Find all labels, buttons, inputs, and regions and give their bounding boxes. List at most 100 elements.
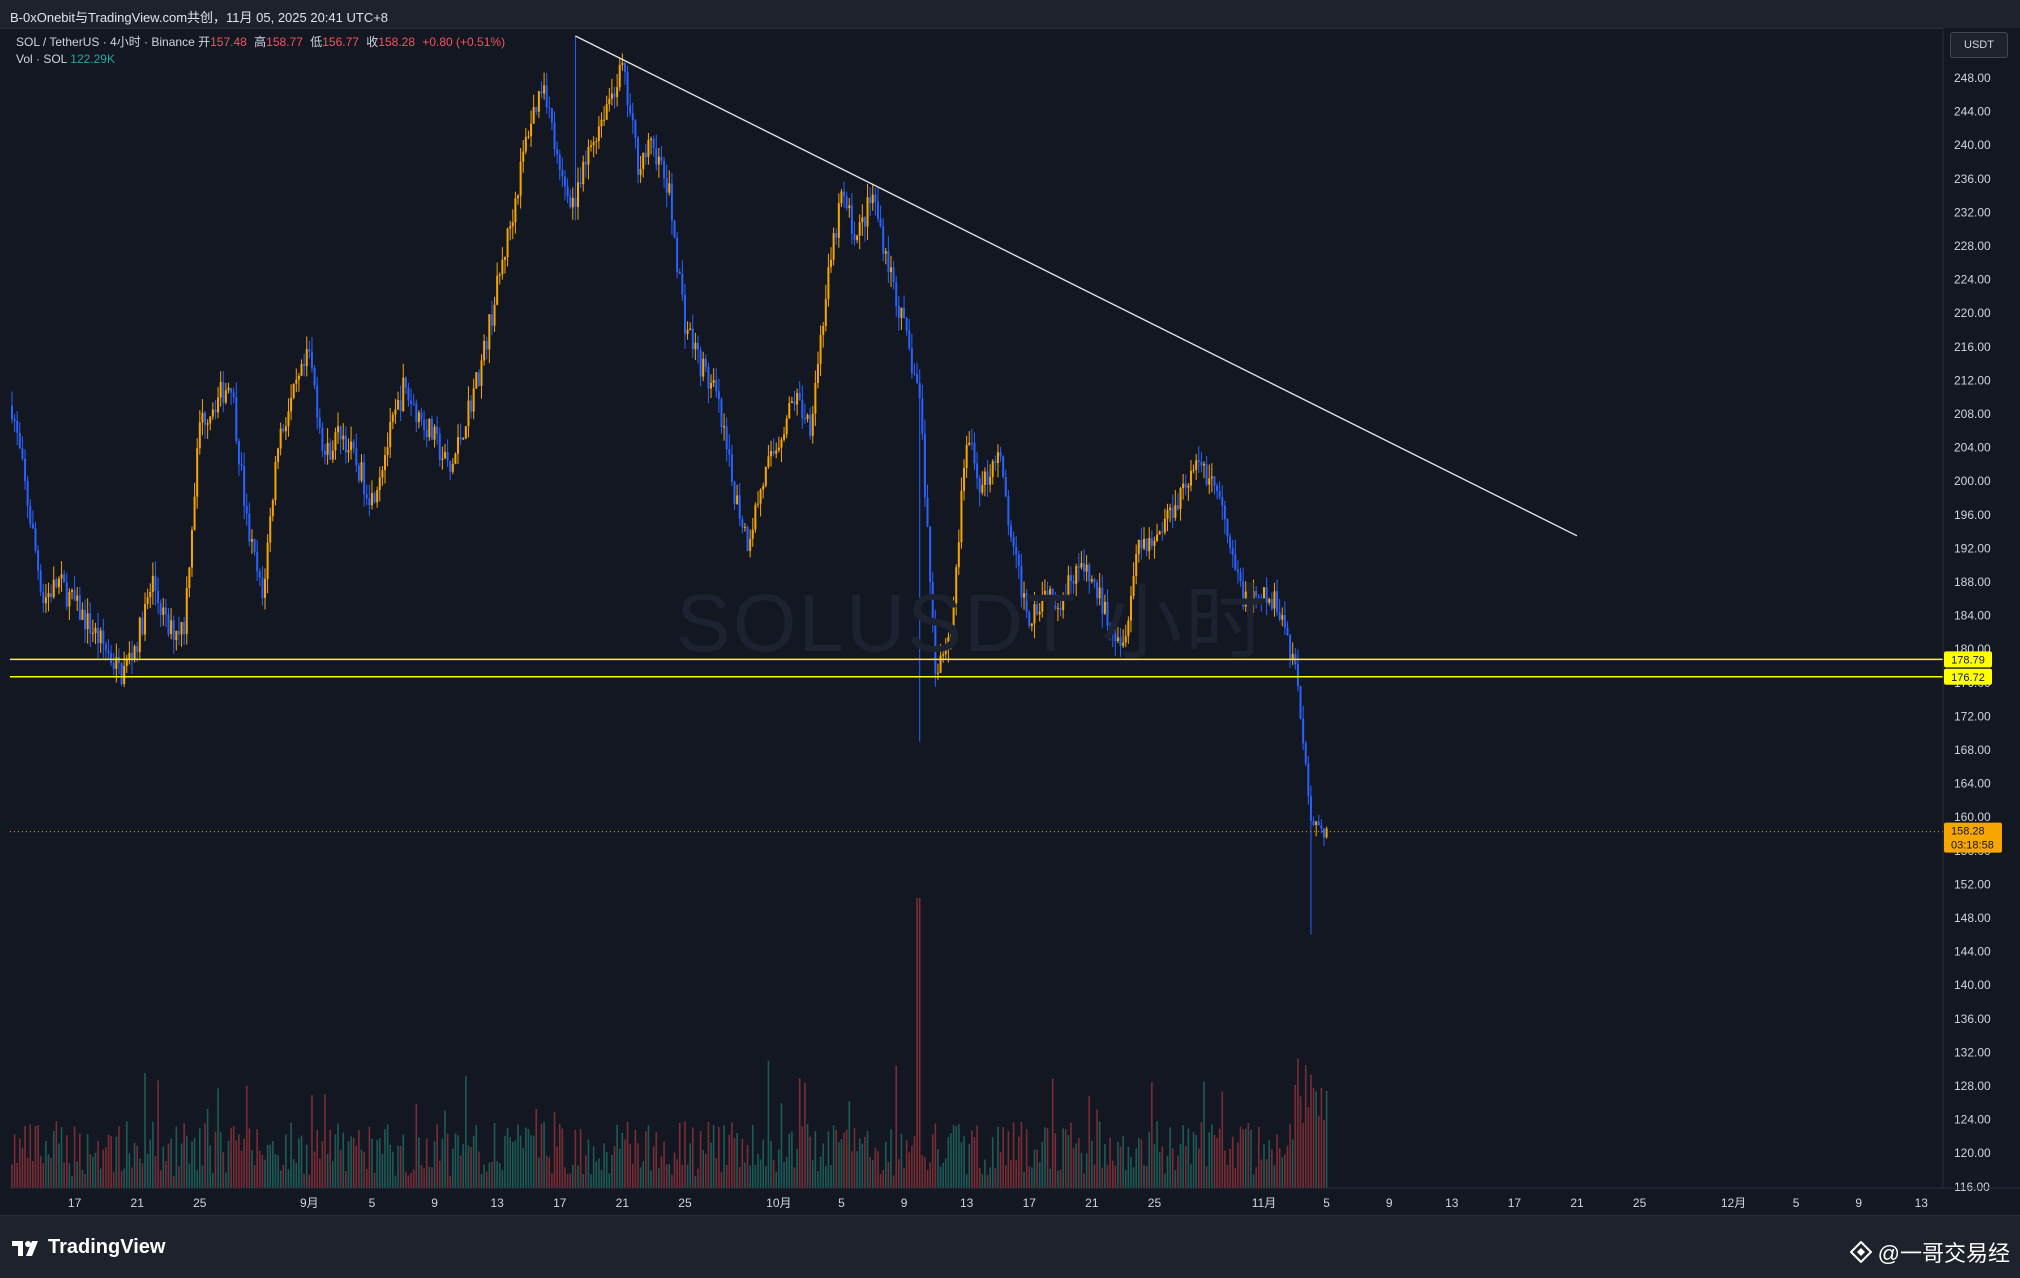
candle-body [117, 657, 120, 664]
candle-body [1124, 636, 1127, 643]
candle-body [1223, 505, 1226, 520]
volume-bar [102, 1149, 105, 1188]
currency-button[interactable]: USDT [1950, 32, 2008, 58]
y-tick-label: 124.00 [1954, 1113, 1991, 1127]
candle-body [412, 403, 415, 405]
candle-body [245, 506, 248, 514]
candle-body [524, 136, 527, 152]
candle-body [509, 226, 512, 229]
x-tick-label: 25 [193, 1196, 207, 1210]
volume-bar [1109, 1137, 1111, 1188]
volume-bar [1033, 1149, 1036, 1188]
volume-bar [710, 1142, 712, 1188]
volume-bar [780, 1103, 783, 1188]
volume-bar [300, 1135, 303, 1188]
volume-bar [924, 1157, 926, 1188]
candle-body [1325, 828, 1328, 838]
candle-body [840, 191, 843, 204]
volume-bar [877, 1151, 879, 1188]
volume-bar [162, 1146, 165, 1188]
candle-body [1090, 579, 1093, 582]
candle-body [1096, 582, 1099, 599]
tradingview-logo[interactable]: TradingView [12, 1236, 165, 1259]
volume-bar [45, 1141, 47, 1188]
volume-bar [1281, 1157, 1284, 1188]
candle-body [261, 577, 264, 598]
volume-bar [1234, 1167, 1237, 1188]
candle-body [647, 139, 650, 158]
volume-bar [39, 1155, 42, 1188]
candle-body [355, 448, 358, 466]
candle-body [618, 64, 621, 88]
price-axis: 248.00 244.00 240.00 236.00 232.00 228.00 224.… [1942, 28, 2020, 1194]
legend-symbol: SOL / TetherUS · 4小时 · Binance [16, 35, 195, 49]
volume-bar [556, 1146, 558, 1188]
x-tick-label: 21 [1570, 1196, 1584, 1210]
volume-bar [318, 1158, 321, 1188]
candle-body [157, 590, 160, 604]
candle-body [1111, 632, 1114, 634]
volume-bar [407, 1175, 410, 1188]
candle-body [190, 529, 193, 568]
volume-bar [955, 1126, 958, 1188]
volume-bar [99, 1168, 102, 1188]
volume-bar [334, 1134, 337, 1188]
volume-bar [921, 1155, 924, 1188]
candle-body [660, 156, 663, 161]
candle-body [480, 360, 483, 386]
volume-bar [759, 1159, 762, 1188]
volume-bar [668, 1163, 671, 1188]
volume-bar [858, 1138, 861, 1188]
candle-body [936, 672, 939, 674]
candle-body [644, 152, 647, 158]
volume-bar [1304, 1065, 1307, 1188]
volume-bar [128, 1153, 131, 1188]
volume-bar [1294, 1084, 1297, 1188]
legend-volume-value: 122.29K [70, 52, 115, 66]
candle-body [1200, 461, 1203, 466]
x-tick-label: 17 [1023, 1196, 1037, 1210]
candle-body [1244, 591, 1247, 607]
volume-bar [851, 1151, 853, 1188]
candle-body [519, 161, 522, 196]
volume-bar [19, 1138, 21, 1188]
candle-body [1153, 541, 1156, 546]
candle-body [410, 400, 413, 404]
candle-body [608, 98, 611, 105]
candle-body [1239, 572, 1242, 582]
candle-body [950, 634, 952, 637]
candle-body [305, 349, 308, 367]
volume-bar [444, 1110, 446, 1188]
volume-bar [131, 1167, 133, 1188]
volume-bar [832, 1125, 835, 1188]
volume-bar [673, 1152, 676, 1188]
volume-bar [1291, 1139, 1294, 1188]
volume-bar [598, 1158, 600, 1188]
candle-body [292, 383, 295, 398]
volume-bar [446, 1133, 449, 1188]
volume-bar [788, 1133, 791, 1188]
volume-bar [517, 1124, 519, 1188]
volume-bar [947, 1136, 950, 1188]
volume-bar [1151, 1082, 1153, 1188]
volume-bar [728, 1134, 731, 1188]
candle-body [736, 495, 739, 505]
candle-body [871, 194, 874, 204]
candle-body [824, 299, 827, 327]
candle-body [164, 607, 167, 614]
volume-bar [232, 1126, 235, 1188]
candle-body [1161, 531, 1164, 533]
candle-body [1268, 599, 1271, 603]
volume-bar [804, 1082, 806, 1188]
candle-body [506, 228, 509, 258]
volume-bar [415, 1103, 418, 1188]
x-tick-label: 9月 [300, 1196, 319, 1210]
candle-body [556, 149, 559, 155]
candle-body [1150, 538, 1153, 546]
candle-body [240, 464, 243, 466]
volume-bar [1229, 1148, 1231, 1188]
candle-body [837, 203, 840, 238]
candle-body [850, 205, 853, 235]
volume-bar [564, 1167, 566, 1188]
